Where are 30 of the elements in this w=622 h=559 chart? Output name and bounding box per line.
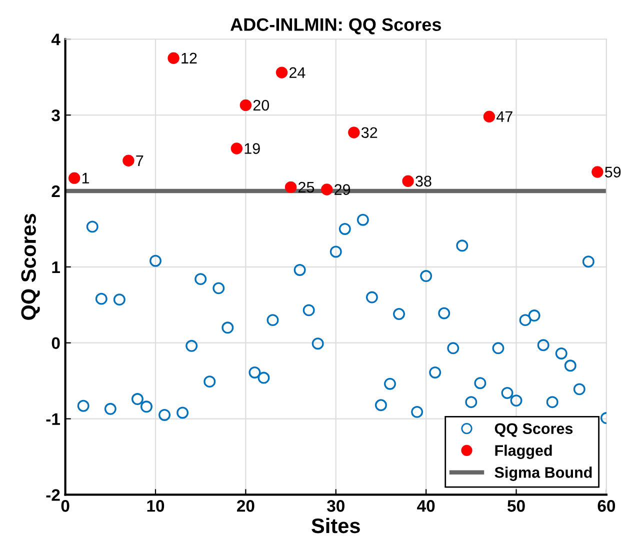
annotation: 38 (416, 176, 432, 187)
chart-title: ADC-INLMIN: QQ Scores (230, 18, 441, 34)
x-tick-label: 20 (237, 500, 254, 512)
annotation: 20 (253, 100, 270, 111)
legend-label: QQ Scores (494, 423, 573, 437)
annotation: 12 (182, 52, 197, 64)
x-tick-label: 0 (61, 500, 70, 512)
annotation: 7 (136, 155, 144, 166)
x-tick-label: 60 (598, 500, 616, 512)
x-axis-title: Sites (312, 518, 360, 534)
x-tick-label: 40 (417, 500, 435, 512)
y-tick-label: 4 (51, 34, 60, 46)
annotation: 24 (289, 67, 306, 78)
x-tick-label: 10 (147, 500, 164, 512)
x-tick-label: 50 (508, 500, 525, 512)
annotation: 47 (496, 111, 512, 122)
legend-label: Sigma Bound (494, 466, 592, 481)
x-tick-label: 30 (326, 500, 344, 512)
annotation: 19 (244, 143, 260, 154)
annotation: 1 (82, 172, 90, 184)
y-tick-label: -2 (46, 489, 60, 501)
legend-label: Flagged (495, 444, 552, 460)
y-tick-label: 2 (52, 185, 60, 198)
y-axis-title: QQ Scores (21, 214, 40, 320)
annotation: 32 (361, 127, 378, 138)
y-tick-label: -1 (46, 413, 60, 425)
y-tick-label: 0 (52, 337, 60, 350)
y-tick-label: 1 (52, 261, 60, 273)
annotation: 59 (604, 166, 621, 178)
y-tick-label: 3 (52, 109, 60, 122)
